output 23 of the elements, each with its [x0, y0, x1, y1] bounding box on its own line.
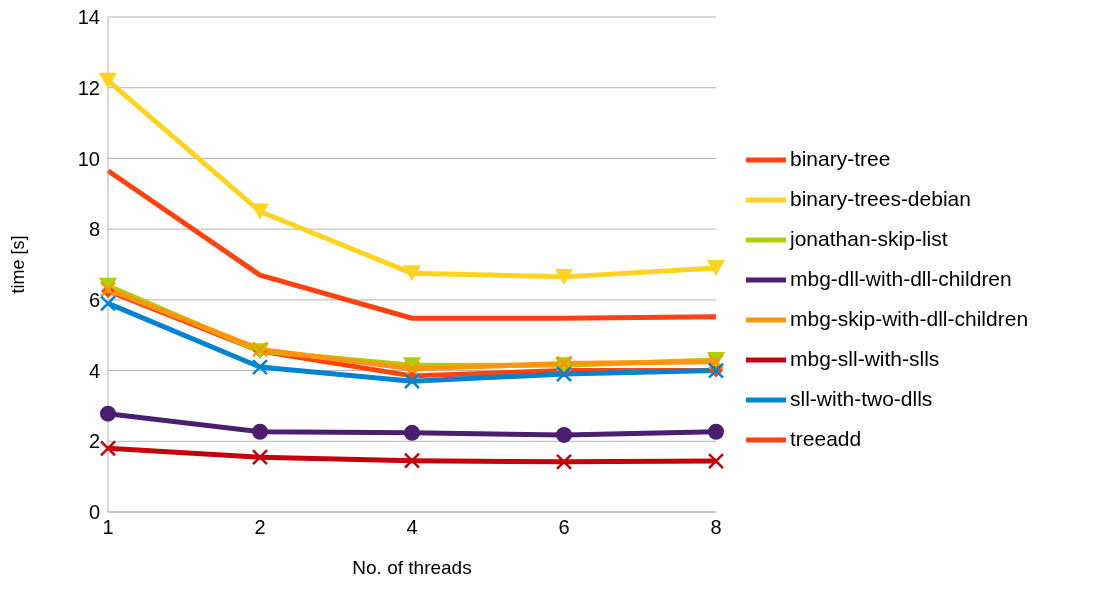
legend-label: sll-with-two-dlls [790, 386, 933, 410]
y-tick-label: 0 [88, 501, 100, 524]
y-tick-label: 10 [77, 147, 100, 170]
y-tick-label: 12 [77, 76, 100, 99]
legend-label: binary-tree [790, 146, 891, 170]
y-tick-label: 6 [88, 288, 100, 311]
y-tick-label: 14 [77, 6, 100, 29]
x-tick-label: 1 [102, 516, 114, 539]
x-tick-label: 8 [710, 516, 722, 539]
x-tick-label: 6 [558, 516, 570, 539]
legend-label: mbg-dll-with-dll-children [790, 266, 1012, 290]
y-tick-label: 8 [88, 218, 100, 241]
legend-label: mbg-skip-with-dll-children [790, 306, 1029, 330]
legend-label: treeadd [790, 426, 862, 450]
legend-label: mbg-sll-with-slls [790, 346, 940, 370]
y-axis-title: time [s] [8, 235, 29, 294]
y-tick-label: 2 [88, 430, 100, 453]
legend-label: jonathan-skip-list [790, 226, 948, 250]
y-tick-label: 4 [88, 359, 100, 382]
x-tick-label: 4 [406, 516, 418, 539]
legend-label: binary-trees-debian [790, 186, 971, 210]
x-tick-label: 2 [254, 516, 266, 539]
x-axis-title: No. of threads [352, 557, 472, 578]
